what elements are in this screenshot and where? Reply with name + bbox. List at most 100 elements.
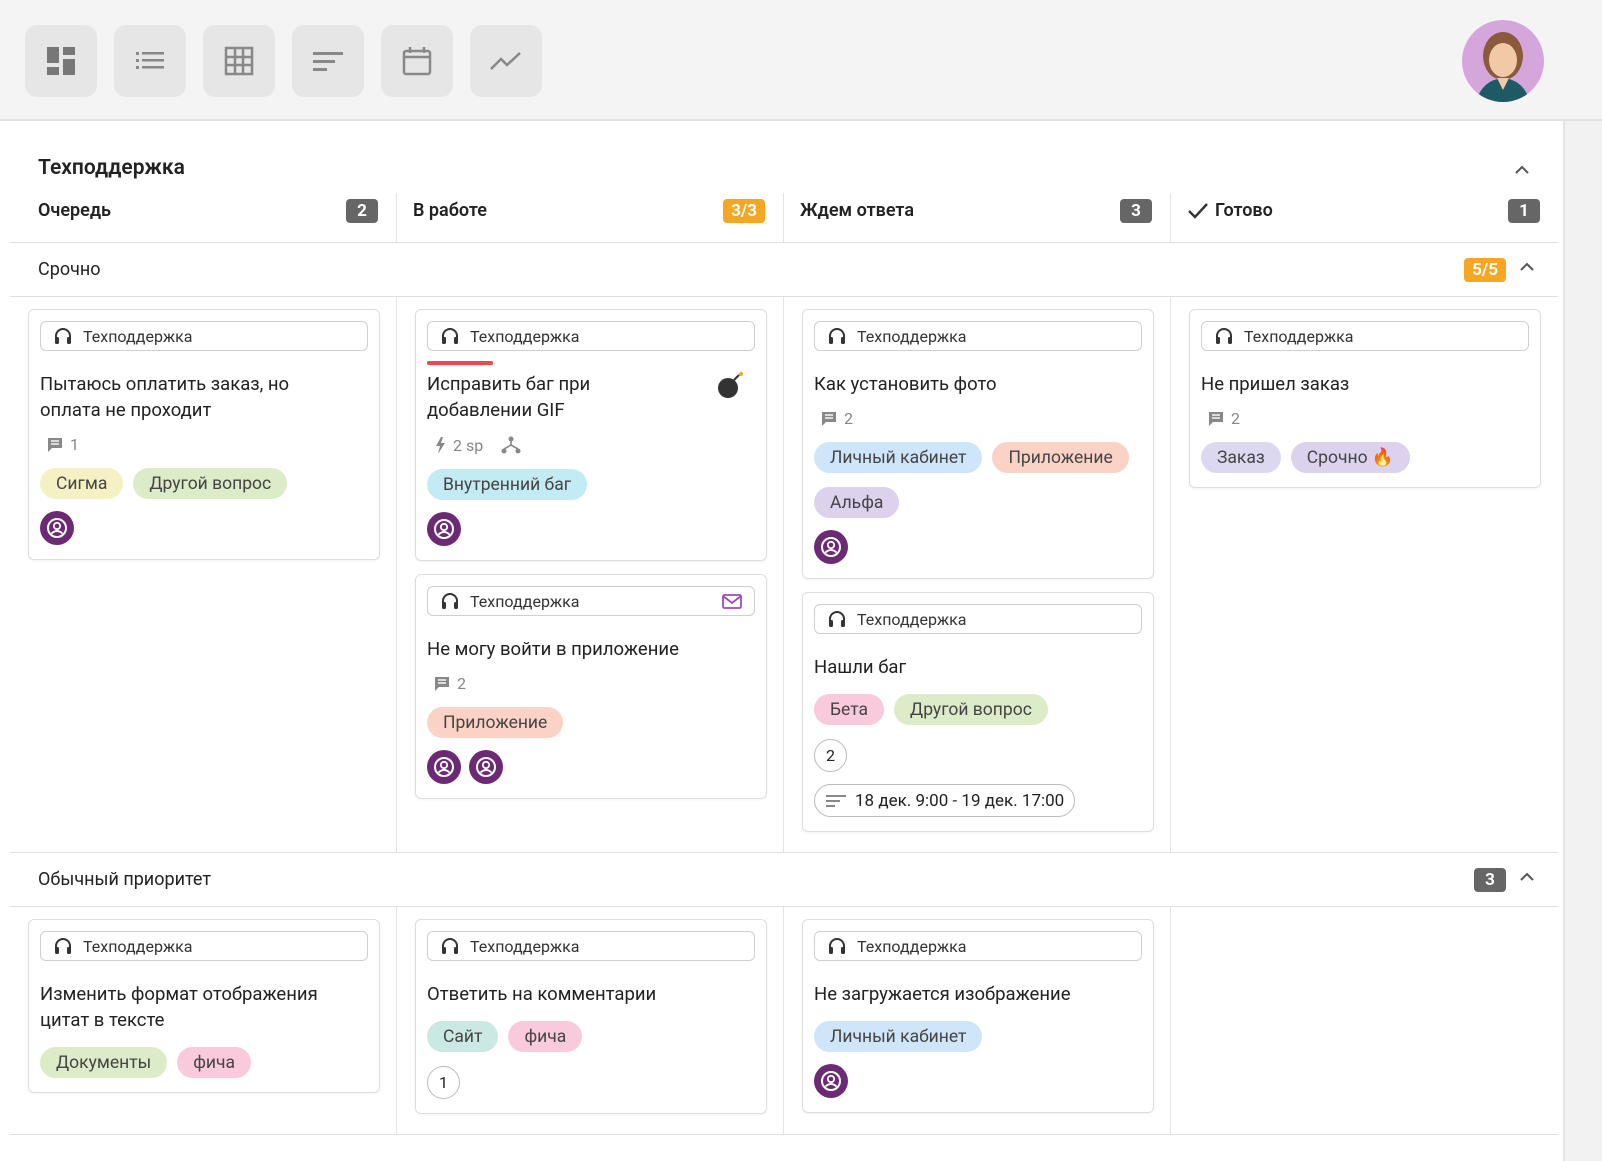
- person-icon: [47, 518, 67, 538]
- card-title: Не пришел заказ: [1201, 373, 1350, 395]
- tag[interactable]: Приложение: [992, 442, 1129, 473]
- task-card[interactable]: Техподдержка Изменить формат отображения …: [28, 919, 380, 1093]
- tag[interactable]: Заказ: [1201, 442, 1281, 473]
- task-card[interactable]: Техподдержка Не загружается изображение Ли…: [802, 919, 1154, 1113]
- column-count: 3: [1120, 198, 1152, 223]
- column-name: Готово: [1215, 200, 1273, 221]
- project-name: Техподдержка: [83, 326, 193, 346]
- gantt-view-button[interactable]: [292, 25, 364, 97]
- assignee-avatar[interactable]: [427, 512, 461, 546]
- tag[interactable]: Другой вопрос: [894, 694, 1048, 725]
- tag[interactable]: Личный кабинет: [814, 1021, 983, 1052]
- tag[interactable]: Срочно 🔥: [1290, 442, 1410, 473]
- board-panel: Техподдержка Очередь 2 В работе 3/3 Ждем отв…: [0, 121, 1565, 1161]
- chart-view-button[interactable]: [470, 25, 542, 97]
- assignee-avatar[interactable]: [40, 511, 74, 545]
- column-count: 3/3: [723, 198, 765, 223]
- card-title: Не загружается изображение: [814, 983, 1071, 1005]
- person-icon: [476, 757, 496, 777]
- lane-column: Техподдержка Как установить фото 2 Личный к…: [784, 297, 1171, 852]
- project-name: Техподдержка: [857, 936, 967, 956]
- collapse-lane-button[interactable]: [1518, 868, 1536, 891]
- project-name: Техподдержка: [857, 326, 967, 346]
- task-card[interactable]: Техподдержка Как установить фото 2 Личный к…: [802, 309, 1154, 579]
- calendar-view-button[interactable]: [381, 25, 453, 97]
- toolbar: [0, 0, 1602, 121]
- collapse-lane-button[interactable]: [1518, 258, 1536, 281]
- collapse-board-button[interactable]: [1513, 161, 1531, 179]
- tag[interactable]: фича: [177, 1047, 252, 1078]
- tag[interactable]: Внутренний баг: [427, 469, 588, 500]
- tag[interactable]: Сайт: [427, 1021, 499, 1052]
- assignees: [40, 511, 368, 545]
- lane-column: Техподдержка Изменить формат отображения …: [10, 907, 397, 1134]
- comment-count: 1: [70, 435, 79, 454]
- assignee-avatar[interactable]: [427, 750, 461, 784]
- task-card[interactable]: Техподдержка Не могу войти в приложение 2 П…: [415, 574, 767, 799]
- story-points-icon: [436, 437, 445, 454]
- column-header: Готово 1: [1171, 193, 1558, 242]
- tag[interactable]: Альфа: [814, 487, 900, 518]
- tag-list: Сигма Другой вопрос: [40, 468, 368, 499]
- tag-list: Сайт фича: [427, 1021, 755, 1052]
- user-avatar[interactable]: [1462, 20, 1544, 102]
- card-title: Изменить формат отображения цитат в текс…: [40, 983, 318, 1031]
- project-name: Техподдержка: [470, 326, 580, 346]
- subtasks-icon: [501, 436, 521, 454]
- story-points: 2 sp: [453, 435, 484, 455]
- assignee-avatar[interactable]: [814, 530, 848, 564]
- mail-icon: [722, 593, 742, 609]
- subtask-count: 2: [814, 739, 847, 772]
- date-text: 18 дек. 9:00 - 19 дек. 17:00: [855, 790, 1065, 811]
- lane-column: Техподдержка Не пришел заказ 2 Заказ Срочно …: [1171, 297, 1558, 852]
- task-card[interactable]: Техподдержка Исправить баг при добавлении…: [415, 309, 767, 561]
- card-meta: 2 sp: [427, 435, 755, 455]
- icon: [490, 52, 521, 70]
- headset-icon: [442, 593, 458, 609]
- task-card[interactable]: Техподдержка Не пришел заказ 2 Заказ Срочно …: [1189, 309, 1541, 488]
- project-pill: Техподдержка: [40, 321, 368, 351]
- tag[interactable]: Другой вопрос: [133, 468, 288, 499]
- assignee-avatar[interactable]: [814, 1064, 848, 1098]
- project-name: Техподдержка: [470, 591, 580, 611]
- assignee-avatar[interactable]: [469, 750, 503, 784]
- tag[interactable]: Приложение: [427, 707, 564, 738]
- tag[interactable]: Личный кабинет: [814, 442, 983, 473]
- headset-icon: [442, 938, 458, 954]
- lane-column: [1171, 907, 1558, 1134]
- column-name-wrap: Очередь: [38, 200, 111, 221]
- card-meta: 2: [427, 674, 755, 693]
- date-range: 18 дек. 9:00 - 19 дек. 17:00: [814, 784, 1076, 817]
- board-view-button[interactable]: [25, 25, 97, 97]
- column-count: 2: [346, 198, 378, 223]
- check-icon: [1188, 202, 1208, 219]
- subtask-count: 1: [427, 1066, 460, 1099]
- headset-icon: [829, 611, 845, 627]
- task-card[interactable]: Техподдержка Нашли баг Бета Другой вопрос 2 1…: [802, 592, 1154, 832]
- chevron-icon: [1520, 262, 1534, 271]
- comment-icon: [48, 437, 62, 452]
- project-pill: Техподдержка: [814, 931, 1142, 961]
- icon: [313, 52, 343, 71]
- project-pill: Техподдержка: [1201, 321, 1529, 351]
- task-card[interactable]: Техподдержка Пытаюсь оплатить заказ, но о…: [28, 309, 380, 560]
- bomb-icon: [718, 372, 743, 398]
- task-card[interactable]: Техподдержка Ответить на комментарии Сайт ф…: [415, 919, 767, 1114]
- tag[interactable]: Документы: [40, 1047, 168, 1078]
- icon: [47, 47, 75, 75]
- list-view-button[interactable]: [114, 25, 186, 97]
- card-title: Ответить на комментарии: [427, 983, 657, 1005]
- tag[interactable]: фича: [508, 1021, 583, 1052]
- lane-column: Техподдержка Не загружается изображение Ли…: [784, 907, 1171, 1134]
- headset-icon: [1216, 328, 1232, 344]
- lane-header-right: 5/5: [1464, 257, 1536, 282]
- table-view-button[interactable]: [203, 25, 275, 97]
- card-meta: 1: [40, 435, 368, 454]
- person-icon: [821, 1071, 841, 1091]
- tag[interactable]: Сигма: [40, 468, 124, 499]
- project-pill: Техподдержка: [814, 321, 1142, 351]
- person-icon: [821, 537, 841, 557]
- card-title: Как установить фото: [814, 373, 997, 395]
- card-title: Не могу войти в приложение: [427, 638, 679, 660]
- tag[interactable]: Бета: [814, 694, 885, 725]
